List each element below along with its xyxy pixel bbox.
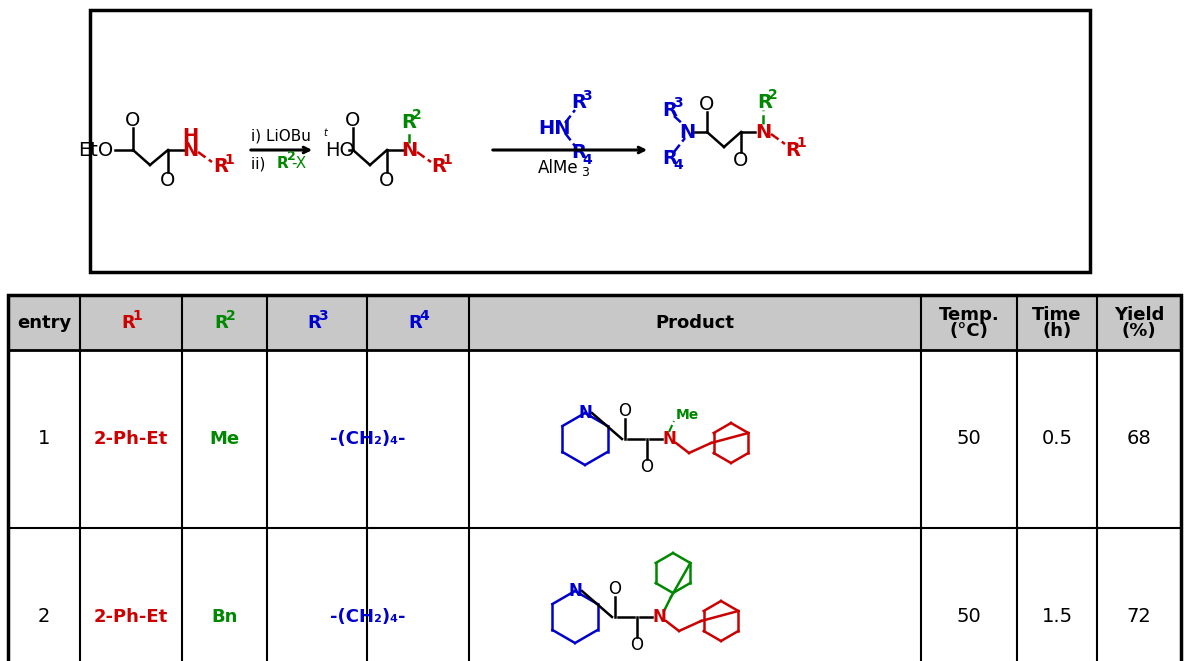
Bar — [8, 295, 1181, 350]
Text: O: O — [641, 458, 654, 476]
Text: HO: HO — [325, 141, 354, 159]
Text: N: N — [755, 122, 772, 141]
Text: O: O — [161, 171, 176, 190]
Text: 68: 68 — [1127, 430, 1151, 449]
Text: R: R — [402, 112, 416, 132]
Text: N: N — [401, 141, 417, 159]
Text: N: N — [652, 608, 666, 626]
Text: HN: HN — [539, 118, 571, 137]
Text: 0.5: 0.5 — [1042, 430, 1072, 449]
Text: 50: 50 — [957, 607, 981, 627]
Text: 3: 3 — [583, 89, 592, 103]
Text: O: O — [734, 151, 749, 169]
Text: O: O — [630, 636, 643, 654]
Text: O: O — [699, 95, 715, 114]
Text: (%): (%) — [1121, 321, 1157, 340]
Text: (h): (h) — [1043, 321, 1071, 340]
Text: O: O — [345, 110, 360, 130]
Text: 3: 3 — [673, 96, 682, 110]
Text: 1: 1 — [224, 153, 234, 167]
Text: 4: 4 — [673, 158, 682, 172]
Text: -(CH₂)₄-: -(CH₂)₄- — [331, 608, 405, 626]
Text: $^t$: $^t$ — [323, 129, 329, 143]
Text: R: R — [662, 100, 678, 120]
Text: Bn: Bn — [212, 608, 238, 626]
Text: entry: entry — [17, 313, 71, 332]
Text: Me: Me — [209, 430, 239, 448]
Text: R: R — [277, 157, 289, 171]
Text: R: R — [307, 313, 321, 332]
Text: O: O — [609, 580, 622, 598]
Text: N: N — [578, 404, 592, 422]
Text: N: N — [182, 141, 199, 159]
Text: O: O — [618, 402, 631, 420]
Text: R: R — [757, 93, 773, 112]
Text: 2-Ph-Et: 2-Ph-Et — [94, 608, 168, 626]
Text: N: N — [679, 122, 696, 141]
Text: H: H — [182, 126, 199, 145]
Text: Yield: Yield — [1114, 305, 1164, 323]
Text: 4: 4 — [583, 153, 592, 167]
Text: 3: 3 — [581, 165, 589, 178]
Text: R: R — [408, 313, 422, 332]
Text: -(CH₂)₄-: -(CH₂)₄- — [331, 430, 405, 448]
Text: 2: 2 — [226, 309, 235, 323]
Text: 1: 1 — [442, 153, 452, 167]
Text: -X: -X — [291, 157, 307, 171]
Text: 1: 1 — [38, 430, 50, 449]
Text: R: R — [215, 313, 228, 332]
Text: 2: 2 — [287, 151, 296, 163]
Text: R: R — [121, 313, 134, 332]
Text: AlMe: AlMe — [537, 159, 578, 177]
Text: i) LiOBu: i) LiOBu — [251, 128, 310, 143]
Text: 3: 3 — [319, 309, 328, 323]
Text: 1: 1 — [797, 136, 806, 150]
Text: N: N — [568, 582, 581, 600]
Text: Temp.: Temp. — [938, 305, 1000, 323]
Text: 72: 72 — [1127, 607, 1151, 627]
Text: R: R — [214, 157, 228, 176]
Text: R: R — [572, 93, 586, 112]
Text: 2-Ph-Et: 2-Ph-Et — [94, 430, 168, 448]
Text: O: O — [125, 110, 140, 130]
Text: 4: 4 — [420, 309, 429, 323]
Text: Me: Me — [677, 408, 699, 422]
Text: N: N — [662, 430, 675, 448]
Text: (°C): (°C) — [950, 321, 988, 340]
Text: 2: 2 — [38, 607, 50, 627]
Text: O: O — [379, 171, 395, 190]
Bar — [8, 295, 1181, 661]
Text: ii): ii) — [251, 157, 270, 171]
Text: Product: Product — [655, 313, 735, 332]
Text: EtO: EtO — [77, 141, 113, 159]
Text: 2: 2 — [768, 88, 778, 102]
Text: R: R — [786, 141, 800, 159]
Text: 1: 1 — [132, 309, 141, 323]
Text: R: R — [662, 149, 678, 167]
Text: 1.5: 1.5 — [1042, 607, 1072, 627]
Text: R: R — [572, 143, 586, 163]
Text: 2: 2 — [413, 108, 422, 122]
Text: Time: Time — [1032, 305, 1082, 323]
Text: R: R — [432, 157, 447, 176]
Bar — [90, 10, 1090, 272]
Text: 50: 50 — [957, 430, 981, 449]
